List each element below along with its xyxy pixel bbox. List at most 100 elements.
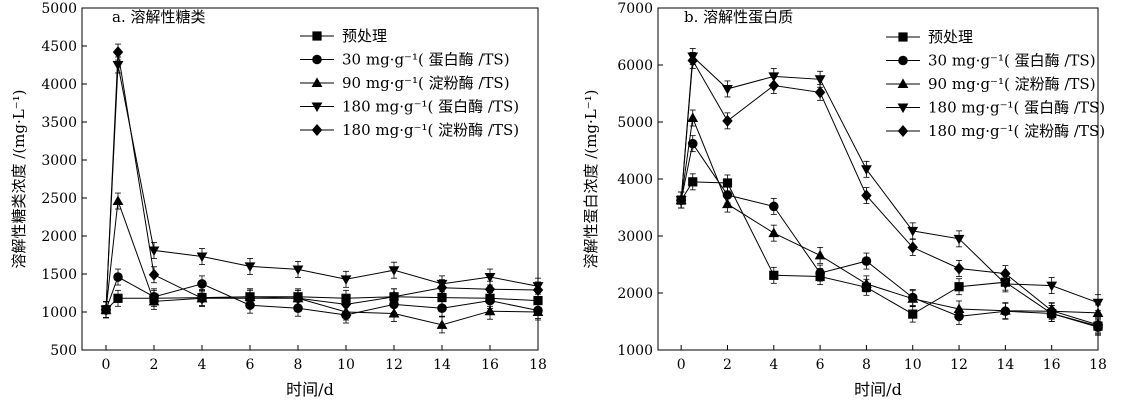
x-tick-label: 18 [529, 357, 547, 373]
x-tick-label: 0 [677, 357, 686, 373]
data-point [953, 303, 965, 313]
data-point [953, 234, 965, 245]
x-tick-label: 18 [1089, 357, 1107, 373]
x-tick-label: 12 [950, 357, 968, 373]
x-tick-label: 8 [294, 357, 303, 373]
data-point [484, 273, 496, 283]
y-tick-label: 500 [50, 343, 77, 359]
data-point [861, 165, 872, 175]
data-point [861, 278, 872, 288]
x-tick-label: 4 [769, 357, 778, 373]
data-point [687, 54, 698, 67]
legend-marker [897, 125, 909, 137]
legend-marker [311, 102, 323, 113]
series-triangle-down [100, 56, 544, 319]
data-point [533, 296, 543, 306]
x-tick-label: 14 [433, 357, 451, 373]
data-point [112, 46, 124, 59]
data-point [388, 307, 400, 318]
data-point [768, 201, 779, 212]
data-point [814, 86, 826, 99]
chart-panel-b: 1000 2000 3000 4000 5000 6000 7000 0 2 4 6 8 10 12 14 1… [582, 1, 1107, 399]
data-point [814, 75, 826, 85]
x-tick-label: 6 [246, 357, 255, 373]
data-point [999, 279, 1011, 290]
series-triangle-down [675, 48, 1104, 312]
data-point [675, 194, 687, 207]
legend: 预处理 30 mg·g⁻¹( 蛋白酶 /TS) 90 mg·g⁻¹( 淀粉酶 /TS… [886, 28, 1105, 140]
data-point [113, 272, 123, 282]
legend-label: 90 mg·g⁻¹( 淀粉酶 /TS) [342, 74, 510, 92]
data-point [688, 177, 698, 187]
data-point [953, 262, 965, 275]
y-tick-label: 4000 [41, 77, 77, 93]
legend-label: 30 mg·g⁻¹( 蛋白酶 /TS) [928, 52, 1096, 70]
data-point [244, 262, 256, 272]
y-axis-label: 溶解性蛋白浓度 /(mg·L⁻¹) [582, 89, 600, 268]
data-point [907, 293, 919, 303]
legend: 预处理 30 mg·g⁻¹( 蛋白酶 /TS) 90 mg·g⁻¹( 淀粉酶 /TS… [300, 27, 519, 139]
data-point [1046, 304, 1057, 317]
y-tick-label: 3000 [617, 229, 653, 245]
data-point [340, 275, 352, 285]
data-point [1092, 318, 1104, 331]
data-point [532, 306, 544, 316]
data-point [340, 298, 352, 311]
legend-marker [898, 55, 908, 66]
y-tick-label: 7000 [617, 1, 653, 17]
x-tick-label: 2 [150, 357, 159, 373]
y-tick-label: 3000 [41, 153, 77, 169]
x-axis-label: 时间/d [854, 380, 902, 399]
legend-marker [311, 124, 323, 136]
data-point [100, 303, 112, 316]
y-tick-label: 3500 [41, 115, 77, 131]
data-point [769, 270, 779, 280]
y-tick-label: 1000 [617, 343, 653, 359]
data-point [1046, 281, 1058, 292]
data-point [815, 268, 825, 278]
data-point [907, 226, 919, 237]
data-point [814, 249, 826, 260]
data-point [907, 241, 918, 254]
data-point [1092, 307, 1104, 317]
y-tick-label: 4500 [41, 39, 77, 55]
legend-label: 预处理 [928, 28, 973, 46]
legend-marker [897, 78, 909, 88]
y-tick-label: 4000 [617, 172, 653, 188]
x-tick-label: 6 [816, 357, 825, 373]
y-tick-label: 2000 [41, 229, 77, 245]
data-point [722, 84, 733, 95]
data-point [112, 61, 124, 71]
legend-label: 180 mg·g⁻¹( 淀粉酶 /TS) [928, 122, 1105, 140]
data-point [292, 292, 304, 305]
x-tick-label: 16 [1043, 357, 1061, 373]
legend-label: 预处理 [342, 27, 387, 45]
data-point [437, 303, 447, 314]
data-point [196, 292, 208, 305]
data-point [484, 283, 496, 296]
data-point [293, 303, 303, 314]
data-point [112, 195, 124, 206]
x-tick-label: 0 [102, 357, 111, 373]
y-axis-label: 溶解性糖类浓度 /(mg·L⁻¹) [10, 89, 28, 268]
series-line [680, 181, 1099, 327]
data-point [908, 309, 918, 319]
series-line [105, 200, 539, 326]
data-point [148, 268, 160, 281]
x-tick-label: 8 [862, 357, 871, 373]
data-point [722, 198, 733, 209]
data-point [1092, 298, 1104, 309]
chart-title: b. 溶解性蛋白质 [684, 8, 793, 26]
series-line [680, 142, 1099, 328]
chart-title: a. 溶解性糖类 [112, 8, 205, 26]
series-diamond [100, 43, 544, 319]
data-point [768, 79, 779, 92]
x-tick-label: 10 [904, 357, 922, 373]
y-tick-label: 2000 [617, 286, 653, 302]
y-tick-label: 6000 [617, 58, 653, 74]
chart-panel-a: 500 1000 1500 2000 2500 3000 3500 4000 4500 5000 0… [10, 1, 547, 399]
legend-label: 180 mg·g⁻¹( 淀粉酶 /TS) [342, 121, 519, 139]
data-point [722, 114, 733, 127]
legend-marker [898, 32, 908, 42]
x-axis-label: 时间/d [286, 380, 334, 399]
